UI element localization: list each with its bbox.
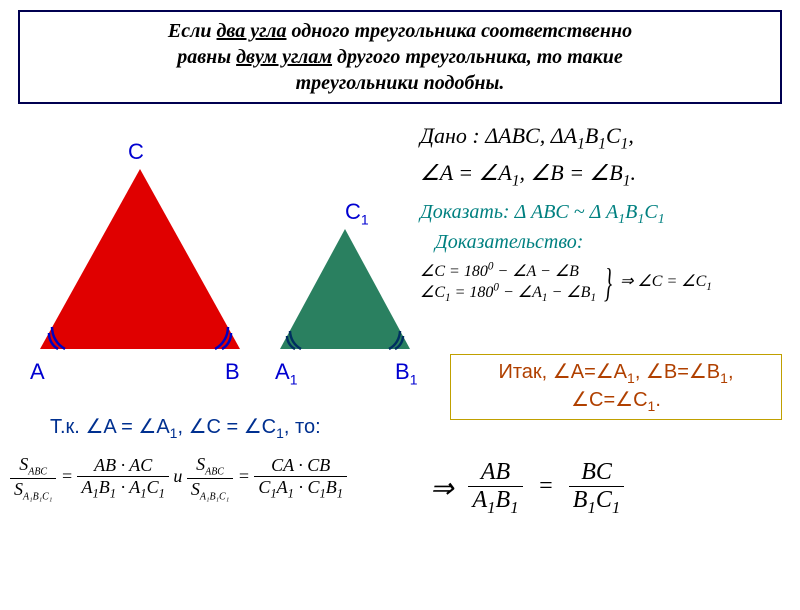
- content-area: C A B C1 A1 B1 Дано : ΔABC, ΔA1B1C1, ∠A …: [0, 104, 800, 584]
- since-line: Т.к. ∠A = ∠A1, ∠C = ∠C1, то:: [50, 414, 321, 441]
- proof-c: ∠C = 1800 − ∠A − ∠B: [420, 263, 579, 280]
- frac-s1: SABC SA₁B₁C₁: [10, 454, 56, 502]
- prove-statement: Δ ABC ~ Δ A1B1C1: [515, 201, 665, 223]
- small-triangle: [20, 149, 440, 369]
- since-body: ∠A = ∠A1, ∠C = ∠C1, то:: [85, 416, 320, 438]
- label-A1: A1: [275, 359, 297, 387]
- final-frac1: AB A1B1: [468, 459, 522, 518]
- frac-eq2: CA · CB C1A1 · C1B1: [254, 455, 347, 502]
- final-frac2: BC B1C1: [569, 459, 624, 518]
- proof-label: Доказательство:: [435, 231, 583, 253]
- prove-block: Доказать: Δ ABC ~ Δ A1B1C1 Доказательств…: [420, 199, 665, 255]
- given-label: Дано :: [420, 123, 480, 148]
- final-eq: =: [538, 473, 554, 499]
- given-angles: ∠A = ∠A1, ∠B = ∠B1.: [420, 160, 636, 185]
- ratio-and: и: [173, 466, 182, 486]
- final-result: ⇒ AB A1B1 = BC B1C1: [430, 459, 624, 518]
- since-prefix: Т.к.: [50, 416, 80, 438]
- theorem-line3: треугольники подобны.: [296, 72, 505, 94]
- given-triangles: ΔABC, ΔA1B1C1,: [485, 123, 634, 148]
- brace-icon: }: [604, 259, 612, 306]
- proof-conclusion: ⇒ ∠C = ∠C1: [620, 273, 712, 290]
- theorem-box: Если два угла одного треугольника соотве…: [18, 10, 782, 104]
- prove-label: Доказать:: [420, 201, 510, 223]
- result-prefix: Итак,: [498, 361, 547, 383]
- arrow-icon: ⇒: [430, 473, 453, 504]
- frac-s2: SABC SA₁B₁C₁: [187, 454, 233, 502]
- label-C1: C1: [345, 199, 369, 227]
- theorem-line1: Если два угла одного треугольника соотве…: [168, 20, 632, 42]
- ratio-block: SABC SA₁B₁C₁ = AB · AC A1B1 · A1C1 и SAB…: [10, 454, 347, 502]
- frac-eq1: AB · AC A1B1 · A1C1: [77, 455, 168, 502]
- result-box: Итак, ∠A=∠A1, ∠B=∠B1,∠C=∠C1.: [450, 354, 782, 420]
- theorem-line2: равны двум углам другого треугольника, т…: [177, 46, 623, 68]
- proof-block: ∠C = 1800 − ∠A − ∠B ∠C1 = 1800 − ∠A1 − ∠…: [420, 259, 712, 306]
- proof-c1: ∠C1 = 1800 − ∠A1 − ∠B1: [420, 284, 596, 301]
- given-block: Дано : ΔABC, ΔA1B1C1, ∠A = ∠A1, ∠B = ∠B1…: [420, 119, 636, 192]
- label-B1: B1: [395, 359, 417, 387]
- result-body: ∠A=∠A1, ∠B=∠B1,∠C=∠C1.: [553, 361, 734, 411]
